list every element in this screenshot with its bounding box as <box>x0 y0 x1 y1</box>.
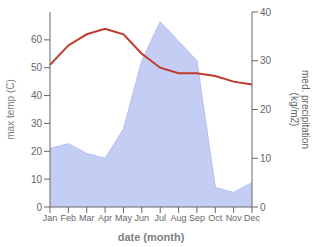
svg-text:Sep: Sep <box>189 213 205 223</box>
svg-text:30: 30 <box>31 118 43 129</box>
svg-text:max temp (C): max temp (C) <box>5 79 16 140</box>
svg-text:10: 10 <box>260 153 272 164</box>
svg-text:Apr: Apr <box>98 213 112 223</box>
svg-text:40: 40 <box>31 90 43 101</box>
svg-text:Nov: Nov <box>226 213 243 223</box>
svg-text:Aug: Aug <box>171 213 187 223</box>
svg-text:0: 0 <box>36 202 42 213</box>
svg-text:Feb: Feb <box>61 213 77 223</box>
svg-text:20: 20 <box>260 104 272 115</box>
svg-text:Oct: Oct <box>208 213 223 223</box>
svg-text:10: 10 <box>31 174 43 185</box>
svg-text:Dec: Dec <box>244 213 261 223</box>
svg-text:Jun: Jun <box>135 213 150 223</box>
svg-text:30: 30 <box>260 55 272 66</box>
svg-text:0: 0 <box>260 202 266 213</box>
svg-text:20: 20 <box>31 146 43 157</box>
svg-text:Jul: Jul <box>154 213 166 223</box>
svg-text:med. precipitation(kg/m2): med. precipitation(kg/m2) <box>289 70 311 149</box>
svg-text:date (month): date (month) <box>118 231 185 243</box>
svg-text:Jan: Jan <box>43 213 58 223</box>
svg-text:May: May <box>115 213 133 223</box>
svg-text:50: 50 <box>31 62 43 73</box>
svg-text:60: 60 <box>31 34 43 45</box>
svg-text:Mar: Mar <box>79 213 95 223</box>
svg-text:40: 40 <box>260 7 272 18</box>
